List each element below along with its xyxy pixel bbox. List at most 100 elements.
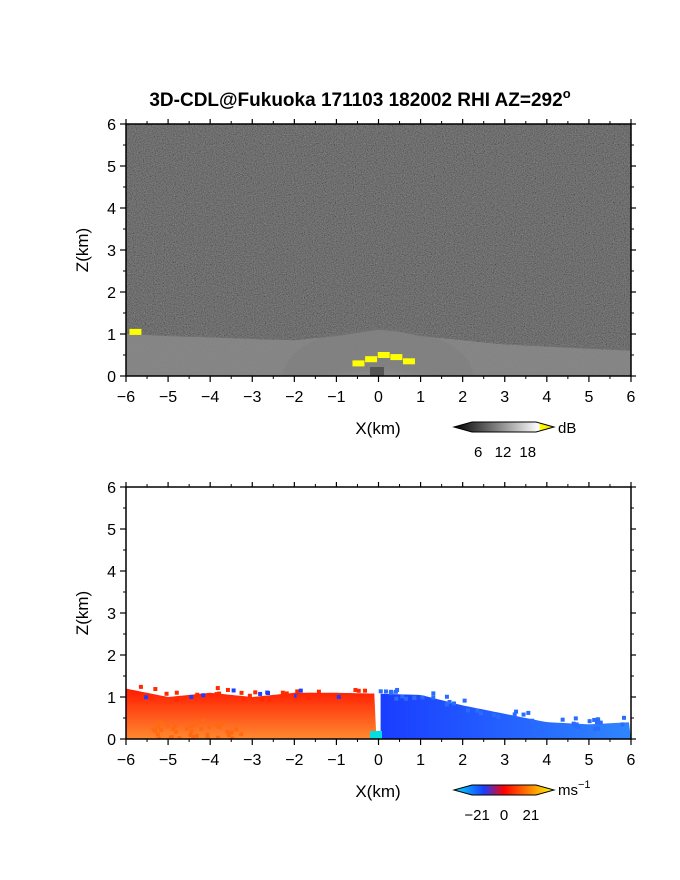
strong-echo-point — [402, 358, 415, 365]
top-xtick-label: 0 — [374, 389, 383, 406]
velocity-pixel — [279, 694, 284, 699]
top-ytick-label: 0 — [107, 369, 116, 386]
bottom-ytick-label: 4 — [107, 564, 116, 581]
top-xtick-label: −5 — [159, 389, 177, 406]
velocity-pixel — [173, 723, 178, 728]
bottom-xtick-label: −1 — [327, 752, 345, 769]
velocity-pixel — [260, 697, 265, 702]
velocity-pixel — [431, 695, 436, 700]
velocity-pixel — [191, 734, 196, 739]
velocity-pixel — [241, 696, 246, 701]
bottom-xtick-label: −2 — [285, 752, 303, 769]
velocity-pixel — [574, 722, 579, 727]
bottom-ytick-label: 5 — [107, 522, 116, 539]
top-xtick-label: 2 — [458, 389, 467, 406]
approaching-velocity-region — [380, 693, 631, 739]
velocity-pixel — [431, 691, 436, 696]
velocity-pixel — [253, 690, 258, 695]
velocity-pixel — [444, 694, 449, 699]
bottom-panel: −6 −5 −4 −3 −2 −1 0 1 2 3 4 5 6 0 1 2 3 4 5 6 X(km) Z(km) m… — [73, 480, 636, 824]
top-colorbar-tick: 12 — [495, 444, 512, 461]
velocity-pixel — [153, 687, 158, 692]
title-degree: o — [563, 86, 571, 101]
strong-echo-point — [377, 352, 390, 358]
bottom-xtick-label: 3 — [500, 752, 509, 769]
velocity-pixel — [189, 694, 194, 699]
velocity-pixel — [234, 727, 239, 732]
velocity-pixel — [620, 722, 625, 727]
bottom-ytick-label: 6 — [107, 480, 116, 497]
bottom-xtick-label: 5 — [584, 752, 593, 769]
top-ytick-label: 6 — [107, 117, 116, 134]
top-xtick-label: 4 — [542, 389, 551, 406]
bottom-colorbar-tick: 0 — [500, 807, 508, 824]
velocity-pixel — [594, 720, 599, 725]
top-colorbar-tick: 6 — [474, 444, 482, 461]
velocity-pixel — [296, 694, 301, 699]
velocity-pixel — [157, 736, 162, 739]
velocity-pixel — [239, 690, 244, 695]
top-xtick-label: −3 — [243, 389, 261, 406]
bottom-colorbar-tick: 21 — [523, 807, 540, 824]
velocity-pixel — [195, 692, 200, 697]
velocity-pixel — [175, 697, 180, 702]
velocity-pixel — [138, 684, 143, 689]
strong-echo-point — [352, 360, 365, 367]
top-xtick-label: 6 — [627, 389, 636, 406]
velocity-pixel — [280, 690, 285, 695]
top-xlabel: X(km) — [355, 419, 400, 438]
top-ytick-label: 5 — [107, 159, 116, 176]
velocity-pixel — [181, 696, 186, 701]
velocity-pixel — [404, 696, 409, 701]
bottom-xtick-label: −6 — [117, 752, 135, 769]
velocity-pixel — [353, 688, 358, 693]
velocity-pixel — [168, 735, 173, 739]
top-colorbar-tick: 18 — [519, 444, 536, 461]
top-xtick-label: 3 — [500, 389, 509, 406]
velocity-pixel — [155, 720, 160, 725]
velocity-pixel — [572, 723, 577, 728]
velocity-pixel — [214, 692, 219, 697]
velocity-pixel — [155, 732, 160, 737]
velocity-pixel — [383, 689, 388, 694]
velocity-pixel — [177, 736, 182, 739]
velocity-pixel — [159, 720, 164, 725]
velocity-pixel — [266, 691, 271, 696]
velocity-pixel — [363, 688, 368, 693]
velocity-pixel — [526, 710, 531, 715]
velocity-pixel — [188, 733, 193, 738]
velocity-pixel — [596, 717, 601, 722]
velocity-pixel — [560, 717, 565, 722]
velocity-pixel — [258, 691, 263, 696]
receding-velocity-region — [126, 688, 377, 739]
strong-echo-point — [390, 354, 403, 361]
bottom-colorbar: ms−1 −21 0 21 — [452, 779, 591, 824]
top-xtick-label: 5 — [584, 389, 593, 406]
velocity-pixel — [394, 696, 399, 701]
top-ytick-label: 1 — [107, 327, 116, 344]
velocity-pixel — [215, 686, 220, 691]
velocity-pixel — [199, 726, 204, 731]
velocity-pixel — [316, 689, 321, 694]
top-ytick-label: 4 — [107, 201, 116, 218]
top-colorbar-unit: dB — [558, 420, 576, 437]
velocity-pixel — [295, 689, 300, 694]
radar-site — [370, 367, 384, 376]
bottom-plot-image — [126, 487, 631, 739]
top-xtick-label: −6 — [117, 389, 135, 406]
top-xtick-label: 1 — [416, 389, 425, 406]
velocity-pixel — [239, 732, 244, 737]
bottom-colorbar-tick: −21 — [464, 807, 489, 824]
top-plot-image — [126, 124, 631, 376]
figure-title: 3D-CDL@Fukuoka 171103 182002 RHI AZ=292o — [149, 86, 570, 111]
velocity-pixel — [593, 726, 598, 731]
velocity-pixel — [400, 694, 405, 699]
velocity-pixel — [521, 712, 526, 717]
velocity-pixel — [220, 722, 225, 727]
velocity-pixel — [309, 692, 314, 697]
velocity-pixel — [388, 689, 393, 694]
velocity-pixel — [205, 736, 210, 739]
velocity-pixel — [189, 729, 194, 734]
bottom-ytick-label: 3 — [107, 606, 116, 623]
